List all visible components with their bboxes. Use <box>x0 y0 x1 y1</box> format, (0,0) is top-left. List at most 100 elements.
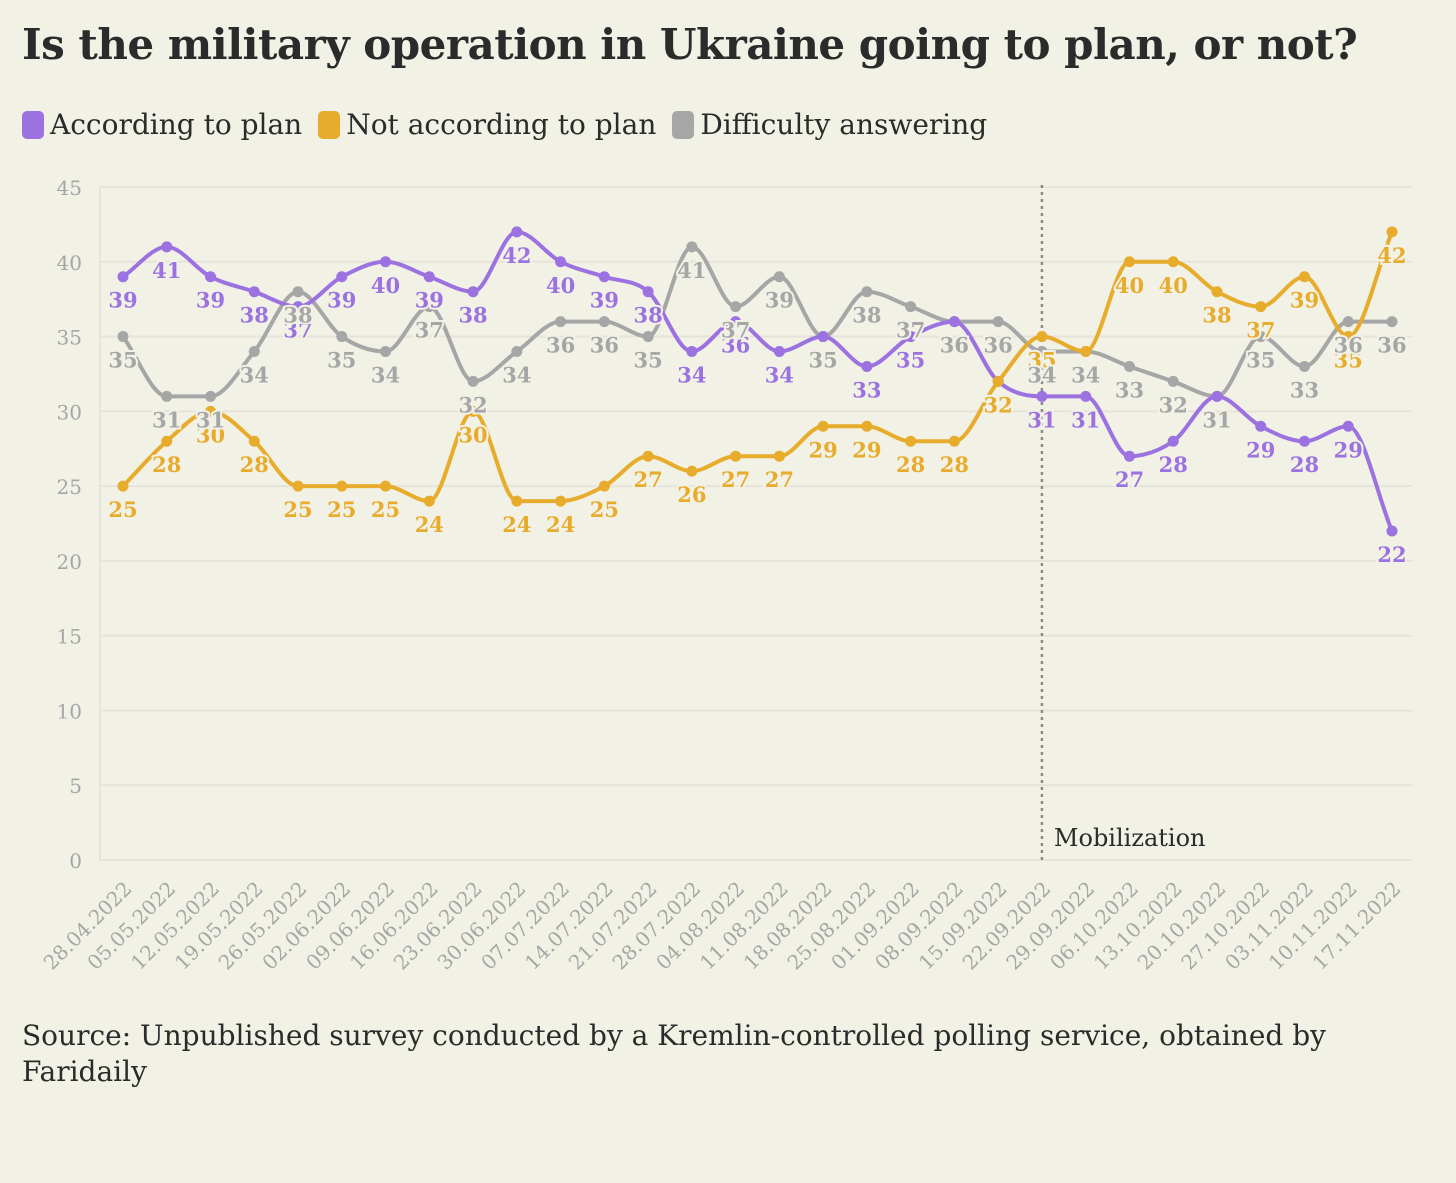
data-point <box>380 346 392 358</box>
data-label: 28 <box>940 452 969 477</box>
data-label: 38 <box>240 303 269 328</box>
data-point <box>905 331 917 343</box>
data-label: 34 <box>1027 363 1056 388</box>
data-point <box>205 405 217 417</box>
data-point <box>992 316 1004 328</box>
data-point <box>423 301 435 313</box>
data-label: 38 <box>283 303 312 328</box>
data-point <box>1255 331 1267 343</box>
annotation: Mobilization <box>1040 185 1206 860</box>
data-label: 35 <box>1246 348 1275 373</box>
data-label: 30 <box>458 422 487 447</box>
data-label: 30 <box>196 422 225 447</box>
data-point <box>1036 346 1048 358</box>
data-label: 38 <box>633 303 662 328</box>
data-label: 36 <box>940 333 969 358</box>
data-point <box>117 271 129 283</box>
data-label: 34 <box>502 363 531 388</box>
data-point <box>642 331 654 343</box>
data-label: 39 <box>327 288 356 313</box>
data-point <box>467 405 479 417</box>
data-point <box>598 316 610 328</box>
data-point <box>161 390 173 402</box>
data-label: 38 <box>458 303 487 328</box>
data-label: 40 <box>546 273 575 298</box>
data-point <box>773 450 785 462</box>
chart-title: Is the military operation in Ukraine goi… <box>22 20 1358 69</box>
data-label: 28 <box>896 452 925 477</box>
data-label: 27 <box>633 467 662 492</box>
data-point <box>905 435 917 447</box>
data-point <box>1167 435 1179 447</box>
data-label: 25 <box>327 497 356 522</box>
data-point <box>1080 390 1092 402</box>
y-tick-label: 15 <box>57 625 82 649</box>
legend-label: Difficulty answering <box>700 108 988 141</box>
data-label: 29 <box>1334 437 1363 462</box>
legend-swatch <box>22 110 44 139</box>
data-point <box>1386 525 1398 537</box>
data-label: 36 <box>546 333 575 358</box>
data-label: 27 <box>765 467 794 492</box>
data-point <box>686 346 698 358</box>
data-point <box>117 331 129 343</box>
data-label: 37 <box>896 318 925 343</box>
data-label: 24 <box>546 512 575 537</box>
y-tick-label: 10 <box>57 699 82 723</box>
y-tick-label: 20 <box>57 550 82 574</box>
y-tick-label: 45 <box>57 176 82 200</box>
data-point <box>598 480 610 492</box>
data-point <box>1167 256 1179 268</box>
data-label: 35 <box>809 348 838 373</box>
data-point <box>1036 331 1048 343</box>
data-point <box>292 480 304 492</box>
data-point <box>1298 435 1310 447</box>
data-label: 24 <box>415 512 444 537</box>
data-label: 36 <box>940 333 969 358</box>
data-point <box>861 420 873 432</box>
data-label: 26 <box>677 482 706 507</box>
data-point <box>948 435 960 447</box>
data-label: 38 <box>852 303 881 328</box>
data-point <box>380 480 392 492</box>
data-label: 32 <box>1159 392 1188 417</box>
data-label: 32 <box>458 392 487 417</box>
data-label: 36 <box>1334 333 1363 358</box>
data-point <box>686 241 698 253</box>
data-point <box>992 375 1004 387</box>
x-axis-ticks: 28.04.202205.05.202212.05.202219.05.2022… <box>39 877 1406 975</box>
data-label: 41 <box>677 258 706 283</box>
legend-swatch <box>672 110 695 139</box>
data-point <box>817 420 829 432</box>
data-point <box>555 316 567 328</box>
data-label: 35 <box>896 348 925 373</box>
data-point <box>467 286 479 298</box>
data-label: 31 <box>196 407 225 432</box>
line-chart: 0 5 10 15 20 25 30 35 40 45 28.04.202205.05.202212… <box>39 176 1412 975</box>
data-point <box>248 286 260 298</box>
data-label: 25 <box>283 497 312 522</box>
data-label: 39 <box>196 288 225 313</box>
data-point <box>861 286 873 298</box>
source-note: Source: Unpublished survey conducted by … <box>22 1019 1326 1088</box>
data-point <box>336 331 348 343</box>
data-label: 35 <box>327 348 356 373</box>
legend-label: Not according to plan <box>346 108 657 141</box>
data-label: 34 <box>1071 363 1100 388</box>
data-label: 32 <box>984 392 1013 417</box>
data-point <box>467 375 479 387</box>
series-2 <box>117 241 1398 402</box>
y-tick-label: 40 <box>57 251 82 275</box>
data-point <box>773 271 785 283</box>
data-point <box>1255 420 1267 432</box>
data-point <box>1036 390 1048 402</box>
data-point <box>1123 450 1135 462</box>
data-point <box>511 226 523 238</box>
data-label: 34 <box>371 363 400 388</box>
data-point <box>1342 316 1354 328</box>
data-point <box>1080 346 1092 358</box>
data-point <box>817 331 829 343</box>
data-point <box>248 435 260 447</box>
data-point <box>773 346 785 358</box>
data-label: 31 <box>1027 407 1056 432</box>
